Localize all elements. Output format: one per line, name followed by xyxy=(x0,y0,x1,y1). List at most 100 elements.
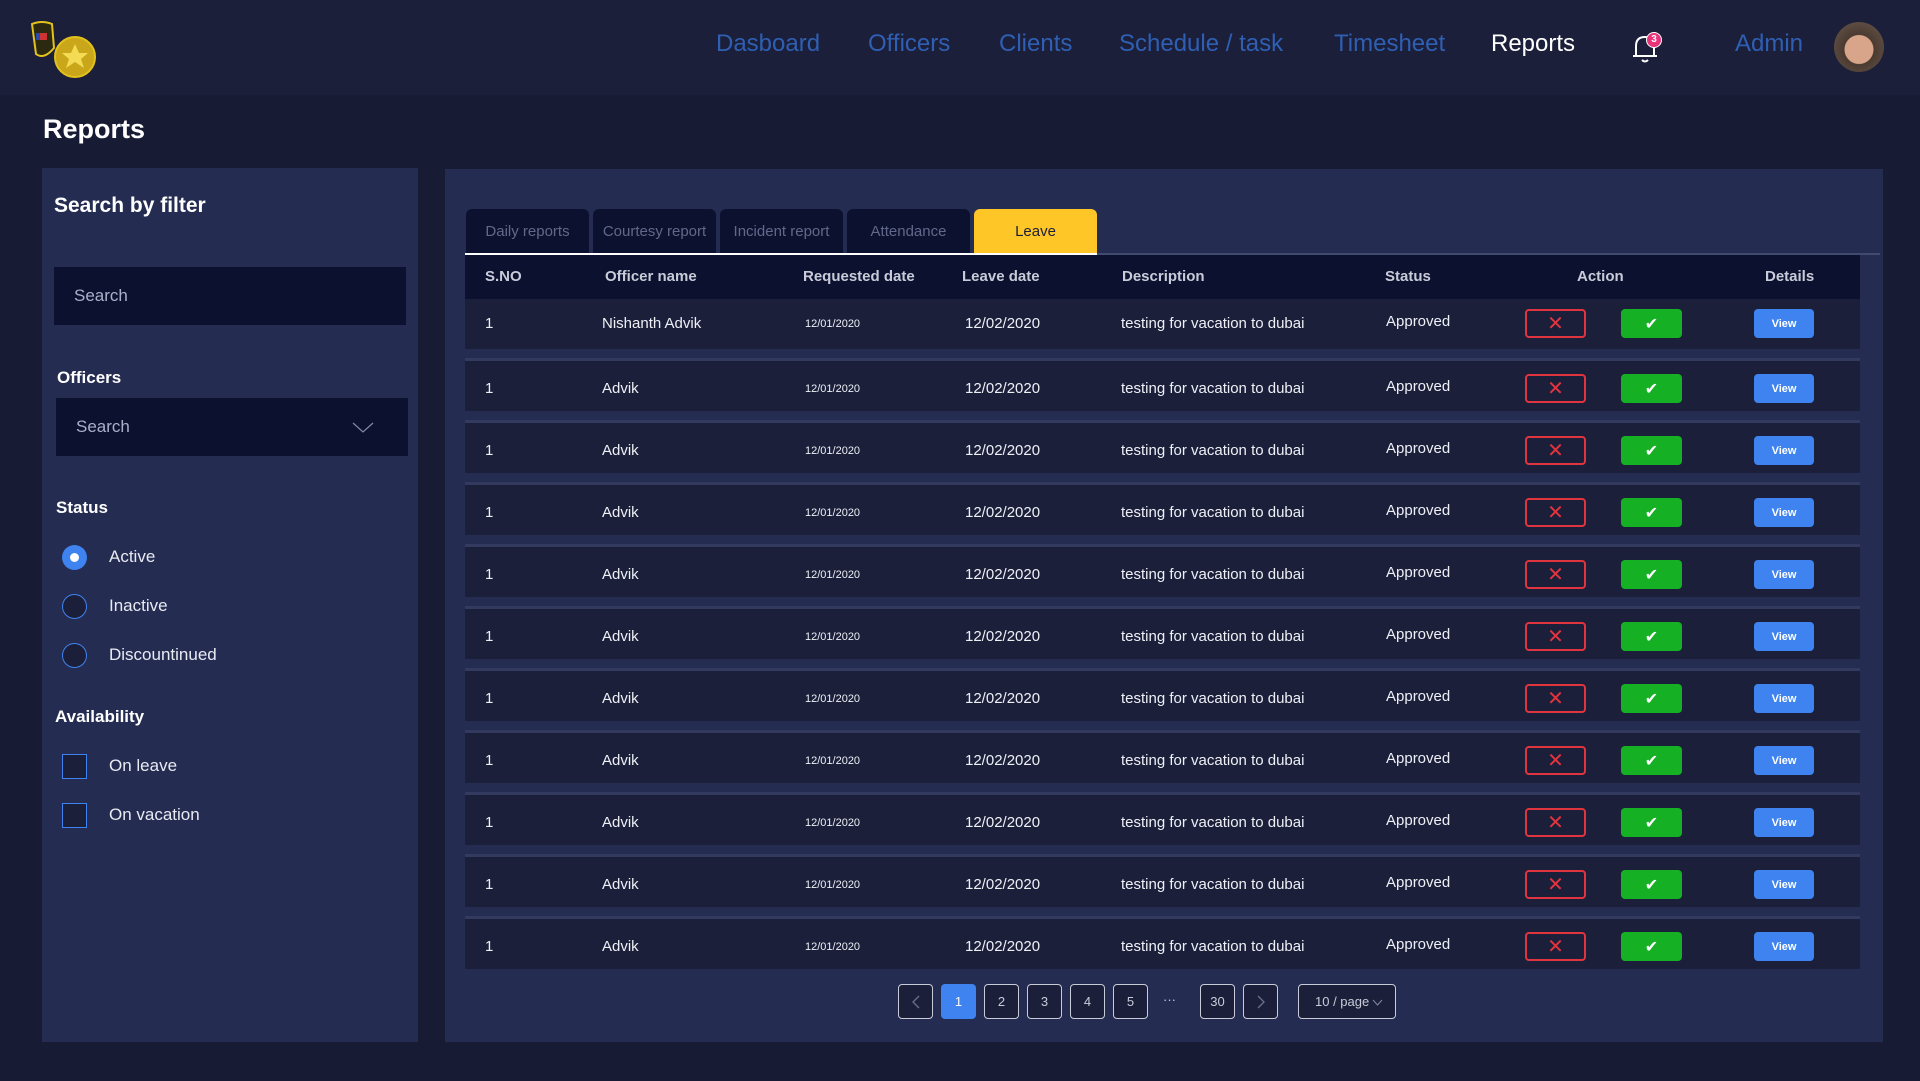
nav-dashboard[interactable]: Dasboard xyxy=(716,30,821,57)
approve-button[interactable]: ✔ xyxy=(1621,684,1682,713)
cell-leave-date: 12/02/2020 xyxy=(965,566,1041,583)
approve-button[interactable]: ✔ xyxy=(1621,808,1682,837)
col-details: Details xyxy=(1765,268,1815,285)
cell-requested-date: 12/01/2020 xyxy=(805,941,861,953)
tab-daily-reports[interactable]: Daily reports xyxy=(466,209,589,253)
approve-button[interactable]: ✔ xyxy=(1621,932,1682,961)
reject-button[interactable]: ✕ xyxy=(1525,684,1586,713)
nav-clients[interactable]: Clients xyxy=(999,30,1073,57)
cell-requested-date: 12/01/2020 xyxy=(805,445,861,457)
page-4[interactable]: 4 xyxy=(1070,984,1105,1019)
view-button[interactable]: View xyxy=(1754,746,1814,775)
view-button[interactable]: View xyxy=(1754,622,1814,651)
cell-requested-date: 12/01/2020 xyxy=(805,879,861,891)
checkbox-on-leave[interactable] xyxy=(62,754,87,779)
chevron-down-icon xyxy=(1372,999,1383,1006)
cell-description: testing for vacation to dubai xyxy=(1121,442,1305,459)
view-button[interactable]: View xyxy=(1754,870,1814,899)
cell-officer-name: Advik xyxy=(602,690,639,707)
reject-button[interactable]: ✕ xyxy=(1525,309,1586,338)
tab-leave[interactable]: Leave xyxy=(974,209,1097,253)
view-button[interactable]: View xyxy=(1754,374,1814,403)
cell-status: Approved xyxy=(1386,936,1451,953)
reject-button[interactable]: ✕ xyxy=(1525,870,1586,899)
reject-button[interactable]: ✕ xyxy=(1525,436,1586,465)
table-row: 1 Advik 12/01/2020 12/02/2020 testing for va… xyxy=(465,792,1860,845)
check-icon: ✔ xyxy=(1644,690,1659,708)
reject-button[interactable]: ✕ xyxy=(1525,746,1586,775)
reject-button[interactable]: ✕ xyxy=(1525,374,1586,403)
view-button[interactable]: View xyxy=(1754,309,1814,338)
x-icon: ✕ xyxy=(1547,874,1564,896)
cell-description: testing for vacation to dubai xyxy=(1121,504,1305,521)
page-2[interactable]: 2 xyxy=(984,984,1019,1019)
view-button[interactable]: View xyxy=(1754,560,1814,589)
approve-button[interactable]: ✔ xyxy=(1621,746,1682,775)
cell-requested-date: 12/01/2020 xyxy=(805,817,861,829)
view-button[interactable]: View xyxy=(1754,498,1814,527)
approve-button[interactable]: ✔ xyxy=(1621,374,1682,403)
approve-button[interactable]: ✔ xyxy=(1621,560,1682,589)
user-name[interactable]: Admin xyxy=(1735,30,1804,57)
radio-inactive[interactable] xyxy=(62,594,87,619)
cell-requested-date: 12/01/2020 xyxy=(805,318,861,330)
logo[interactable] xyxy=(30,20,100,78)
cell-status: Approved xyxy=(1386,688,1451,705)
filter-title: Search by filter xyxy=(54,194,206,217)
approve-button[interactable]: ✔ xyxy=(1621,870,1682,899)
page-size-select[interactable]: 10 / page xyxy=(1298,984,1396,1019)
search-input[interactable]: Search xyxy=(54,267,406,325)
reject-button[interactable]: ✕ xyxy=(1525,932,1586,961)
approve-button[interactable]: ✔ xyxy=(1621,309,1682,338)
next-page-button[interactable] xyxy=(1243,984,1278,1019)
chevron-left-icon xyxy=(911,995,919,1008)
avatar[interactable] xyxy=(1834,22,1884,72)
nav-timesheet[interactable]: Timesheet xyxy=(1334,30,1446,57)
page-3[interactable]: 3 xyxy=(1027,984,1062,1019)
approve-button[interactable]: ✔ xyxy=(1621,436,1682,465)
table-header: S.NO Officer name Requested date Leave d… xyxy=(465,255,1860,299)
nav-schedule-task[interactable]: Schedule / task xyxy=(1119,30,1284,57)
notification-button[interactable]: 3 xyxy=(1630,32,1664,66)
prev-page-button[interactable] xyxy=(898,984,933,1019)
officers-dropdown[interactable]: Search xyxy=(56,398,408,456)
view-button[interactable]: View xyxy=(1754,436,1814,465)
view-button[interactable]: View xyxy=(1754,808,1814,837)
top-header: Dasboard Officers Clients Schedule / tas… xyxy=(0,0,1920,95)
reject-button[interactable]: ✕ xyxy=(1525,808,1586,837)
check-icon: ✔ xyxy=(1644,504,1659,522)
approve-button[interactable]: ✔ xyxy=(1621,498,1682,527)
cell-status: Approved xyxy=(1386,564,1451,581)
tab-divider xyxy=(465,253,1880,255)
cell-description: testing for vacation to dubai xyxy=(1121,876,1305,893)
page-30[interactable]: 30 xyxy=(1200,984,1235,1019)
approve-button[interactable]: ✔ xyxy=(1621,622,1682,651)
reject-button[interactable]: ✕ xyxy=(1525,498,1586,527)
checkbox-on-vacation[interactable] xyxy=(62,803,87,828)
page-1[interactable]: 1 xyxy=(941,984,976,1019)
tab-attendance[interactable]: Attendance xyxy=(847,209,970,253)
tab-courtesy-report[interactable]: Courtesy report xyxy=(593,209,716,253)
cell-sno: 1 xyxy=(485,380,494,397)
cell-leave-date: 12/02/2020 xyxy=(965,690,1041,707)
radio-active[interactable] xyxy=(62,545,87,570)
reject-button[interactable]: ✕ xyxy=(1525,622,1586,651)
checkbox-label-on-leave: On leave xyxy=(109,756,178,775)
page-5[interactable]: 5 xyxy=(1113,984,1148,1019)
cell-description: testing for vacation to dubai xyxy=(1121,380,1305,397)
nav-reports[interactable]: Reports xyxy=(1491,30,1576,57)
cell-officer-name: Advik xyxy=(602,628,639,645)
tab-incident-report[interactable]: Incident report xyxy=(720,209,843,253)
cell-officer-name: Advik xyxy=(602,504,639,521)
cell-status: Approved xyxy=(1386,626,1451,643)
check-icon: ✔ xyxy=(1644,380,1659,398)
radio-discontinued[interactable] xyxy=(62,643,87,668)
view-button[interactable]: View xyxy=(1754,932,1814,961)
view-button[interactable]: View xyxy=(1754,684,1814,713)
cell-officer-name: Advik xyxy=(602,938,639,955)
check-icon: ✔ xyxy=(1644,628,1659,646)
cell-status: Approved xyxy=(1386,440,1451,457)
table-row: 1 Advik 12/01/2020 12/02/2020 testing for va… xyxy=(465,854,1860,907)
reject-button[interactable]: ✕ xyxy=(1525,560,1586,589)
nav-officers[interactable]: Officers xyxy=(868,30,951,57)
